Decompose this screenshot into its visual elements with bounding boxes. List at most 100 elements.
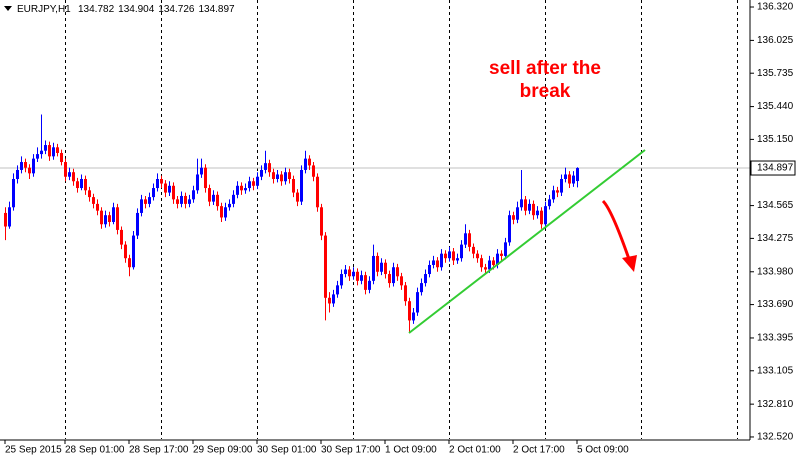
candle-body <box>108 215 111 222</box>
y-tick-label: 133.690 <box>757 299 794 310</box>
y-tick-label: 132.810 <box>757 399 794 410</box>
candle-body <box>504 242 507 256</box>
candle-body <box>120 229 123 245</box>
candle-body <box>500 253 503 256</box>
candle-body <box>492 260 495 265</box>
candle-body <box>512 215 515 220</box>
candle-body <box>72 172 75 182</box>
candle-body <box>248 181 251 189</box>
candle-body <box>328 297 331 304</box>
candle-body <box>356 271 359 281</box>
candle-body <box>268 163 271 173</box>
candle-body <box>312 165 315 177</box>
candle-body <box>152 188 155 198</box>
candle-body <box>460 244 463 259</box>
candle-body <box>380 262 383 272</box>
high: 134.904 <box>118 4 155 15</box>
candle-body <box>264 163 267 170</box>
candle-body <box>104 215 107 225</box>
candle-body <box>340 274 343 286</box>
candle-body <box>416 292 419 313</box>
candle-body <box>260 169 263 177</box>
candle-body <box>448 251 451 259</box>
candle-body <box>320 207 323 236</box>
candle-body <box>404 285 407 302</box>
y-tick-label: 135.440 <box>757 101 794 112</box>
candle-body <box>532 203 535 216</box>
candle-body <box>276 174 279 179</box>
candle-body <box>432 260 435 265</box>
low: 134.726 <box>158 4 195 15</box>
candle-body <box>28 167 31 174</box>
y-tick-label: 136.320 <box>757 2 794 13</box>
candle-body <box>400 276 403 286</box>
candle-body <box>440 253 443 268</box>
menu-triangle[interactable] <box>4 6 12 11</box>
candle-body <box>488 260 491 270</box>
y-tick-label: 133.395 <box>757 333 794 344</box>
candle-body <box>552 190 555 200</box>
candle-body <box>148 197 151 204</box>
candle-body <box>8 207 11 227</box>
candle-body <box>568 174 571 184</box>
candle-body <box>272 172 275 179</box>
candle-body <box>452 251 455 261</box>
candle-body <box>64 162 67 177</box>
y-tick-label: 133.980 <box>757 266 794 277</box>
candle-body <box>292 178 295 193</box>
y-tick-label: 136.025 <box>757 35 794 46</box>
candle-body <box>296 192 299 202</box>
candle-body <box>224 207 227 218</box>
candle-body <box>332 294 335 304</box>
candle-body <box>304 158 307 170</box>
candle-body <box>84 178 87 191</box>
candle-body <box>136 212 139 236</box>
candle-body <box>144 199 147 204</box>
candle-body <box>280 174 283 182</box>
candle-body <box>16 169 19 179</box>
x-tick-label: 29 Sep 09:00 <box>193 445 253 456</box>
candle-body <box>204 167 207 189</box>
candle-body <box>336 285 339 295</box>
arrow <box>601 199 632 263</box>
y-tick-label: 132.520 <box>757 432 794 443</box>
x-tick-label: 25 Sep 2015 <box>5 445 62 456</box>
y-tick-label: 135.735 <box>757 68 794 79</box>
candle-body <box>528 203 531 211</box>
annotation: sell after the <box>489 58 601 79</box>
candle-body <box>384 262 387 275</box>
candle-body <box>344 269 347 275</box>
candle-body <box>236 185 239 195</box>
candle-body <box>324 235 327 298</box>
x-tick-label: 30 Sep 01:00 <box>257 445 317 456</box>
candle-body <box>196 174 199 191</box>
candle-body <box>164 183 167 193</box>
candle-body <box>68 172 71 177</box>
candle-body <box>556 190 559 193</box>
x-tick-label: 2 Oct 17:00 <box>513 445 565 456</box>
candle-body <box>212 194 215 202</box>
candle-body <box>76 181 79 189</box>
candle-body <box>484 267 487 270</box>
candle-body <box>252 181 255 186</box>
candle-body <box>256 176 259 186</box>
candle-body <box>244 188 247 191</box>
candle-body <box>548 199 551 207</box>
x-tick-label: 28 Sep 01:00 <box>65 445 125 456</box>
candle-body <box>140 199 143 213</box>
candle-body <box>160 178 163 184</box>
candle-body <box>308 158 311 166</box>
candle-body <box>428 264 431 275</box>
arrow-head <box>622 255 637 272</box>
candle-body <box>48 145 51 157</box>
x-tick-label: 1 Oct 09:00 <box>385 445 437 456</box>
candle-body <box>436 260 439 268</box>
y-tick-label: 134.565 <box>757 200 794 211</box>
current-price-label: 134.897 <box>757 163 794 174</box>
candle-body <box>420 283 423 293</box>
y-tick-label: 135.150 <box>757 134 794 145</box>
candle-body <box>40 150 43 155</box>
candle-body <box>220 206 223 218</box>
candle-body <box>228 203 231 208</box>
candle-body <box>456 258 459 261</box>
